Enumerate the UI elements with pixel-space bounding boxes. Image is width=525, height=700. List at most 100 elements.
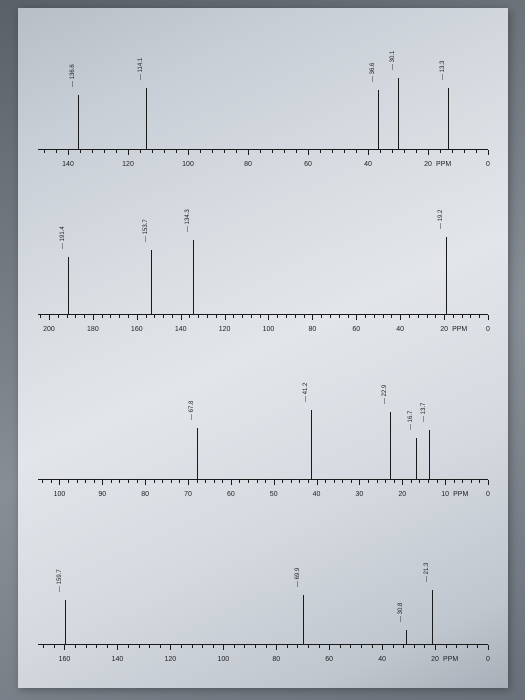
axis-minor-tick — [149, 645, 150, 648]
peak-label: — 30.8 — [398, 603, 404, 622]
axis-minor-tick — [296, 150, 297, 153]
axis-tick — [488, 645, 489, 650]
axis-tick — [308, 150, 309, 155]
axis-minor-tick — [222, 480, 223, 483]
axis-minor-tick — [476, 150, 477, 153]
axis-minor-tick — [477, 645, 478, 648]
axis-minor-tick — [102, 315, 103, 318]
axis-minor-tick — [325, 480, 326, 483]
axis-minor-tick — [198, 315, 199, 318]
axis-minor-tick — [244, 645, 245, 648]
axis-minor-tick — [304, 315, 305, 318]
axis-minor-tick — [319, 645, 320, 648]
axis-minor-tick — [471, 480, 472, 483]
axis-tick — [170, 645, 171, 650]
nmr-peak — [78, 95, 79, 150]
axis-minor-tick — [236, 150, 237, 153]
axis-minor-tick — [464, 150, 465, 153]
axis-minor-tick — [94, 480, 95, 483]
axis-tick — [248, 150, 249, 155]
axis-minor-tick — [233, 315, 234, 318]
axis-minor-tick — [54, 645, 55, 648]
nmr-peak — [398, 78, 399, 150]
peak-label: — 41.2 — [303, 383, 309, 402]
axis-minor-tick — [462, 480, 463, 483]
axis-minor-tick — [140, 150, 141, 153]
axis-minor-tick — [392, 150, 393, 153]
baseline — [38, 149, 488, 150]
axis-tick-label: 120 — [219, 326, 231, 333]
axis-minor-tick — [172, 315, 173, 318]
axis-minor-tick — [308, 645, 309, 648]
axis-minor-tick — [453, 315, 454, 318]
axis-minor-tick — [272, 150, 273, 153]
axis-minor-tick — [287, 645, 288, 648]
axis-minor-tick — [418, 315, 419, 318]
axis-minor-tick — [164, 150, 165, 153]
axis-minor-tick — [75, 645, 76, 648]
axis-minor-tick — [192, 645, 193, 648]
axis-tick-label: 20 — [440, 326, 448, 333]
nmr-peak — [390, 412, 391, 480]
axis-minor-tick — [68, 480, 69, 483]
axis-minor-tick — [342, 480, 343, 483]
spectrum-2: 020406080100120140160180200PPM— 191.4— 1… — [38, 203, 488, 333]
axis-minor-tick — [248, 480, 249, 483]
axis-tick-label: 20 — [431, 656, 439, 663]
axis-minor-tick — [385, 480, 386, 483]
ppm-label: PPM — [443, 656, 458, 663]
axis-minor-tick — [404, 150, 405, 153]
axis-minor-tick — [277, 315, 278, 318]
axis-minor-tick — [403, 645, 404, 648]
axis-minor-tick — [393, 645, 394, 648]
axis-minor-tick — [107, 645, 108, 648]
axis-tick-label: 10 — [441, 491, 449, 498]
axis-minor-tick — [411, 480, 412, 483]
axis-tick — [317, 480, 318, 485]
axis-tick — [359, 480, 360, 485]
nmr-peak — [429, 430, 430, 480]
axis-minor-tick — [56, 150, 57, 153]
axis-minor-tick — [84, 315, 85, 318]
nmr-peak — [406, 630, 407, 645]
axis-minor-tick — [351, 480, 352, 483]
axis-minor-tick — [80, 150, 81, 153]
peak-label: — 30.1 — [390, 51, 396, 70]
axis-minor-tick — [137, 480, 138, 483]
axis-tick-label: 50 — [270, 491, 278, 498]
axis-minor-tick — [365, 315, 366, 318]
peak-label: — 13.3 — [440, 61, 446, 80]
axis-minor-tick — [213, 645, 214, 648]
axis-minor-tick — [394, 480, 395, 483]
axis-tick — [402, 480, 403, 485]
axis-tick-label: 140 — [112, 656, 124, 663]
axis-minor-tick — [380, 150, 381, 153]
axis-tick — [382, 645, 383, 650]
axis-minor-tick — [391, 315, 392, 318]
baseline — [38, 644, 488, 645]
axis-minor-tick — [334, 480, 335, 483]
axis-tick — [268, 315, 269, 320]
nmr-peak — [311, 410, 312, 480]
axis-minor-tick — [171, 480, 172, 483]
axis-minor-tick — [350, 645, 351, 648]
ppm-label: PPM — [452, 326, 467, 333]
axis-tick-label: 20 — [398, 491, 406, 498]
axis-tick-label: 140 — [62, 161, 74, 168]
axis-tick-label: 60 — [352, 326, 360, 333]
axis-tick-label: 80 — [272, 656, 280, 663]
axis-minor-tick — [409, 315, 410, 318]
axis-tick-label: 20 — [424, 161, 432, 168]
axis-tick — [117, 645, 118, 650]
axis-tick — [488, 150, 489, 155]
ppm-label: PPM — [436, 161, 451, 168]
axis-minor-tick — [44, 150, 45, 153]
peak-label: — 22.9 — [382, 385, 388, 404]
peak-label: — 159.7 — [57, 569, 63, 592]
nmr-peak — [303, 595, 304, 645]
axis-minor-tick — [92, 150, 93, 153]
spectrum-1: 020406080100120140PPM— 136.6— 114.1— 36.… — [38, 38, 488, 168]
axis-minor-tick — [116, 150, 117, 153]
axis-minor-tick — [344, 150, 345, 153]
axis-tick-label: 180 — [87, 326, 99, 333]
